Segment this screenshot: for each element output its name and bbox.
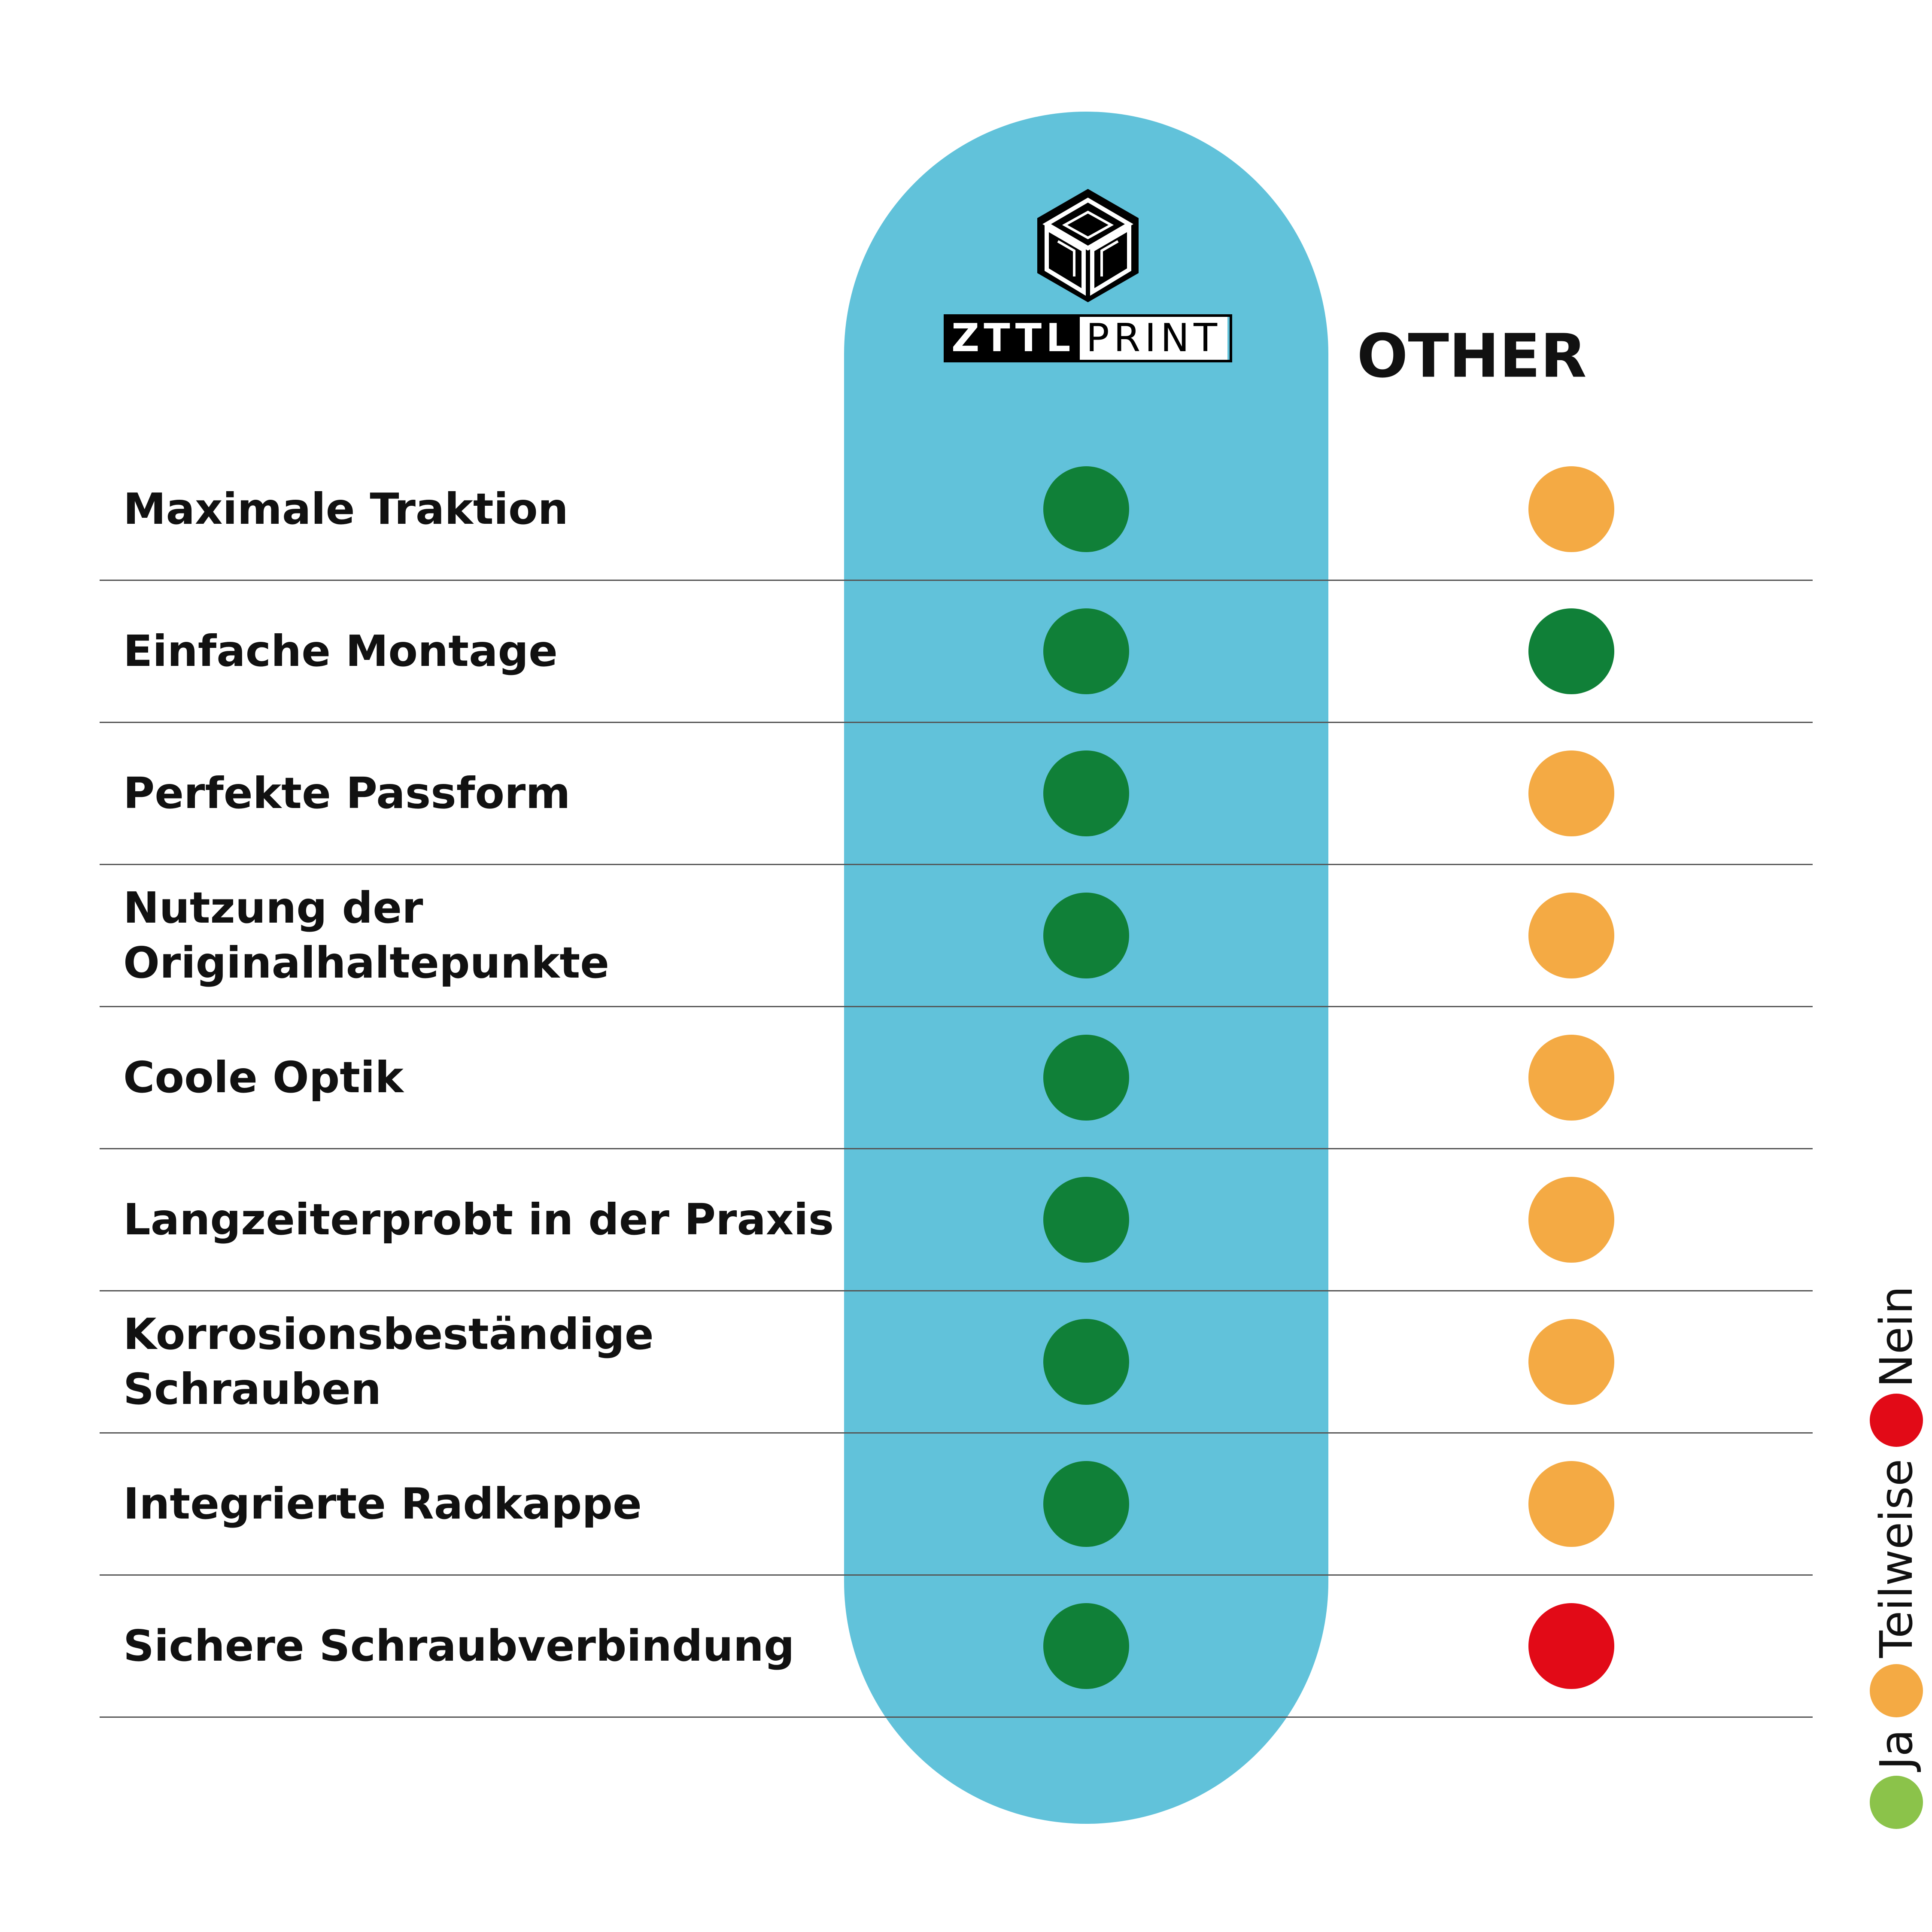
legend-item-nein: Nein <box>1870 1286 1923 1447</box>
feature-label: Perfekte Passform <box>123 768 571 818</box>
legend-label: Ja <box>1870 1729 1923 1770</box>
feature-label: Langzeiterprobt in der Praxis <box>123 1194 834 1245</box>
brand-status-dot <box>1043 1603 1129 1689</box>
table-row: Einfache Montage <box>100 581 1813 723</box>
other-status-dot <box>1528 893 1614 978</box>
feature-label: Einfache Montage <box>123 626 558 676</box>
table-row: Maximale Traktion <box>100 439 1813 581</box>
other-status-dot <box>1528 1603 1614 1689</box>
feature-label: Integrierte Radkappe <box>123 1479 642 1529</box>
brand-status-dot <box>1043 1035 1129 1121</box>
table-row: Nutzung der Originalhaltepunkte <box>100 865 1813 1007</box>
other-status-dot <box>1528 750 1614 836</box>
table-row: Perfekte Passform <box>100 723 1813 865</box>
table-row: Langzeiterprobt in der Praxis <box>100 1149 1813 1291</box>
brand-wordmark: ZTTL PRINT <box>944 314 1232 362</box>
brand-status-dot <box>1043 1319 1129 1405</box>
legend-label: Teilweise <box>1870 1458 1923 1658</box>
status-legend: Ja Teilweise Nein <box>1870 1274 1923 1829</box>
legend-item-teilweise: Teilweise <box>1870 1459 1923 1717</box>
table-row: Integrierte Radkappe <box>100 1434 1813 1576</box>
brand-status-dot <box>1043 1177 1129 1263</box>
brand-status-dot <box>1043 893 1129 978</box>
other-status-dot <box>1528 1461 1614 1547</box>
brand-logo: ZTTL PRINT <box>944 185 1232 362</box>
brand-status-dot <box>1043 608 1129 694</box>
legend-dot <box>1870 1393 1923 1447</box>
other-status-dot <box>1528 1319 1614 1405</box>
feature-label: Coole Optik <box>123 1052 404 1103</box>
legend-dot <box>1870 1776 1923 1829</box>
feature-label: Sichere Schraubverbindung <box>123 1621 795 1671</box>
comparison-table: Maximale Traktion Einfache Montage Perfe… <box>100 439 1813 1718</box>
table-row: Sichere Schraubverbindung <box>100 1576 1813 1718</box>
feature-label: Korrosionsbeständige Schrauben <box>123 1309 654 1414</box>
impossible-cube-icon <box>1037 189 1139 302</box>
other-status-dot <box>1528 608 1614 694</box>
legend-dot <box>1870 1664 1923 1717</box>
legend-item-ja: Ja <box>1870 1729 1923 1829</box>
table-row: Coole Optik <box>100 1007 1813 1149</box>
brand-status-dot <box>1043 1461 1129 1547</box>
other-status-dot <box>1528 1035 1614 1121</box>
feature-label: Nutzung der Originalhaltepunkte <box>123 883 610 988</box>
other-status-dot <box>1528 466 1614 552</box>
brand-name-part2: PRINT <box>1080 317 1228 360</box>
legend-label: Nein <box>1870 1286 1923 1388</box>
brand-status-dot <box>1043 750 1129 836</box>
table-row: Korrosionsbeständige Schrauben <box>100 1291 1813 1434</box>
competitor-column-header: OTHER <box>1357 321 1587 392</box>
brand-status-dot <box>1043 466 1129 552</box>
other-status-dot <box>1528 1177 1614 1263</box>
brand-name-part1: ZTTL <box>946 317 1080 360</box>
feature-label: Maximale Traktion <box>123 484 568 534</box>
